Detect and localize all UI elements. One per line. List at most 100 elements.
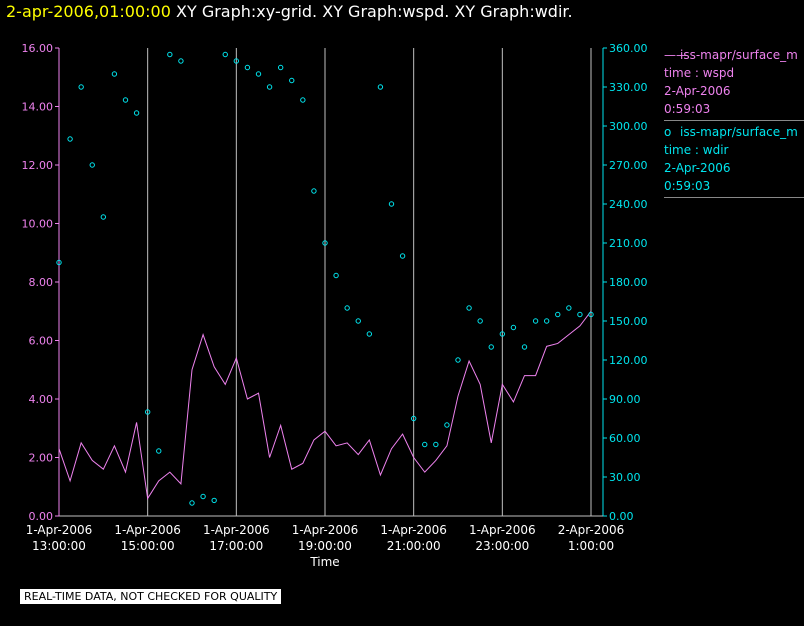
- data-point-wdir: [122, 97, 129, 103]
- y-tick-label-left: 10.00: [22, 218, 54, 231]
- data-point-wdir: [67, 136, 73, 142]
- data-point-wdir: [532, 318, 539, 324]
- x-tick-label-time: 1:00:00: [568, 539, 614, 553]
- data-point-wdir: [233, 58, 240, 64]
- y-tick-label-left: 8.00: [29, 276, 54, 289]
- data-point-wdir: [255, 71, 262, 77]
- data-point-wdir: [344, 305, 350, 311]
- data-point-wdir: [521, 344, 528, 350]
- data-point-wdir: [333, 272, 339, 279]
- legend: ——iss-mapr/surface_m time : wspd 2-Apr-2…: [664, 46, 804, 200]
- x-tick-label-date: 1-Apr-2006: [292, 523, 359, 537]
- y-tick-label-right: 270.00: [609, 159, 648, 172]
- x-tick-label-date: 1-Apr-2006: [26, 523, 93, 537]
- y-tick-label-left: 16.00: [22, 42, 54, 55]
- series-line-wspd: [58, 310, 592, 500]
- legend-time: 0:59:03: [664, 179, 711, 193]
- y-tick-label-right: 210.00: [609, 237, 648, 250]
- data-point-wdir: [477, 318, 483, 324]
- y-tick-label-left: 14.00: [22, 101, 54, 114]
- timestamp: 2-apr-2006,01:00:00: [6, 2, 171, 21]
- data-point-wdir: [410, 415, 417, 422]
- graph-title: XY Graph:xy-grid. XY Graph:wspd. XY Grap…: [176, 2, 573, 21]
- x-tick-label-date: 1-Apr-2006: [380, 523, 447, 537]
- legend-date: 2-Apr-2006: [664, 161, 731, 175]
- data-point-wdir: [189, 500, 195, 506]
- data-point-wdir: [178, 58, 184, 64]
- series-markers-wdir: [56, 51, 594, 506]
- legend-series-name: iss-mapr/surface_m: [680, 48, 798, 62]
- circle-symbol-icon: o: [664, 125, 672, 139]
- data-point-wdir: [244, 64, 251, 71]
- data-point-wdir: [100, 214, 107, 220]
- line-symbol-icon: ——: [664, 48, 688, 62]
- data-point-wdir: [322, 240, 328, 246]
- data-point-wdir: [355, 318, 361, 324]
- data-point-wdir: [444, 422, 450, 428]
- data-point-wdir: [89, 162, 95, 168]
- data-point-wdir: [366, 331, 373, 337]
- x-axis-label: Time: [309, 555, 339, 569]
- quality-disclaimer: REAL-TIME DATA, NOT CHECKED FOR QUALITY: [20, 589, 282, 604]
- data-point-wdir: [222, 51, 228, 58]
- data-point-wdir: [466, 305, 472, 311]
- x-tick-label-time: 15:00:00: [121, 539, 175, 553]
- data-point-wdir: [211, 497, 217, 504]
- data-point-wdir: [111, 71, 118, 77]
- data-point-wdir: [566, 305, 572, 311]
- y-tick-label-left: 6.00: [29, 335, 54, 348]
- legend-date: 2-Apr-2006: [664, 84, 731, 98]
- data-point-wdir: [277, 64, 284, 71]
- y-tick-label-left: 0.00: [29, 510, 54, 523]
- y-tick-label-right: 180.00: [609, 276, 648, 289]
- data-point-wdir: [167, 51, 173, 58]
- header-bar: 2-apr-2006,01:00:00 XY Graph:xy-grid. XY…: [6, 2, 573, 22]
- x-tick-label-time: 13:00:00: [32, 539, 86, 553]
- data-point-wdir: [377, 84, 384, 90]
- legend-entry-wspd[interactable]: ——iss-mapr/surface_m time : wspd 2-Apr-2…: [664, 46, 804, 121]
- data-point-wdir: [200, 493, 206, 500]
- data-point-wdir: [300, 97, 306, 103]
- y-tick-label-left: 4.00: [29, 393, 54, 406]
- data-point-wdir: [555, 311, 561, 318]
- data-point-wdir: [422, 441, 428, 448]
- data-point-wdir: [455, 357, 461, 363]
- data-point-wdir: [133, 110, 140, 116]
- data-point-wdir: [388, 201, 395, 207]
- y-tick-label-right: 60.00: [609, 432, 641, 445]
- y-tick-label-right: 90.00: [609, 393, 641, 406]
- x-tick-label-date: 1-Apr-2006: [203, 523, 270, 537]
- x-tick-label-date: 1-Apr-2006: [114, 523, 181, 537]
- legend-field: time : wspd: [664, 66, 735, 80]
- legend-entry-wdir[interactable]: o iss-mapr/surface_m time : wdir 2-Apr-20…: [664, 123, 804, 198]
- y-tick-label-right: 0.00: [609, 510, 634, 523]
- y-tick-label-right: 30.00: [609, 471, 641, 484]
- x-tick-label-date: 2-Apr-2006: [558, 523, 625, 537]
- data-point-wdir: [144, 409, 151, 415]
- x-tick-label-time: 19:00:00: [298, 539, 352, 553]
- y-tick-label-left: 12.00: [22, 159, 54, 172]
- x-tick-label-time: 17:00:00: [209, 539, 263, 553]
- x-tick-label-time: 23:00:00: [475, 539, 529, 553]
- y-tick-label-right: 360.00: [609, 42, 648, 55]
- data-point-wdir: [266, 84, 273, 90]
- data-point-wdir: [56, 259, 62, 266]
- data-point-wdir: [433, 441, 439, 448]
- data-point-wdir: [588, 311, 594, 318]
- data-point-wdir: [499, 331, 506, 337]
- y-tick-label-left: 2.00: [29, 452, 54, 465]
- data-point-wdir: [543, 318, 550, 324]
- data-point-wdir: [577, 311, 583, 318]
- data-point-wdir: [156, 448, 162, 454]
- y-tick-label-right: 330.00: [609, 81, 648, 94]
- x-tick-label-date: 1-Apr-2006: [469, 523, 536, 537]
- y-tick-label-right: 150.00: [609, 315, 648, 328]
- y-tick-label-right: 300.00: [609, 120, 648, 133]
- data-point-wdir: [289, 77, 295, 84]
- y-tick-label-right: 120.00: [609, 354, 648, 367]
- y-tick-label-right: 240.00: [609, 198, 648, 211]
- data-point-wdir: [399, 253, 406, 259]
- legend-series-name: iss-mapr/surface_m: [680, 125, 798, 139]
- legend-field: time : wdir: [664, 143, 729, 157]
